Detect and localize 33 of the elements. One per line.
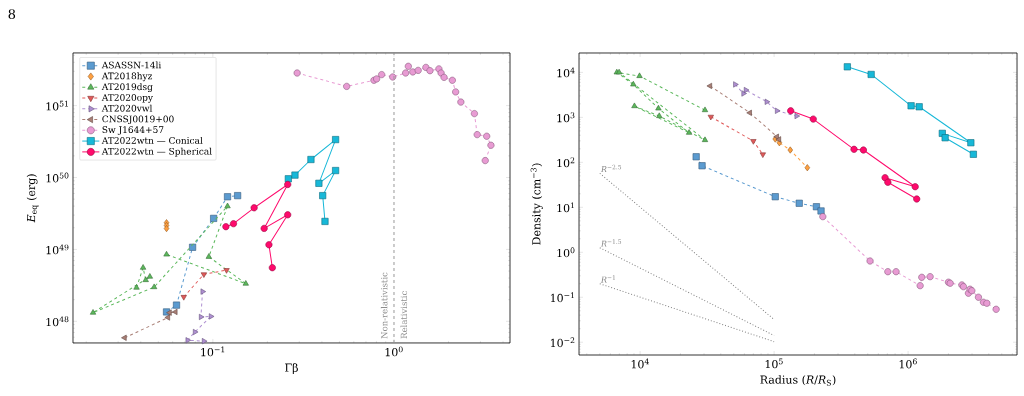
y-axis-title: Density (cm$^{−3}$): [530, 163, 543, 245]
y-tick-label: 10$^{−1}$: [550, 292, 574, 303]
legend-label: AT2018hyz: [101, 72, 153, 82]
y-tick-label: 10$^{51}$: [46, 100, 68, 111]
y-tick-label: 10$^{−2}$: [550, 337, 575, 348]
x-axis-title: Γβ: [285, 363, 298, 374]
annotation: Relativistic: [400, 291, 408, 339]
legend-label: ASASSN-14li: [101, 61, 162, 69]
y-tick-label: 10$^{3}$: [557, 112, 575, 123]
legend-label: AT2022wtn — Spherical: [101, 147, 212, 157]
x-tick-label: 10$^{4}$: [631, 358, 649, 369]
x-tick-label: 10$^{6}$: [899, 358, 917, 369]
x-tick-label: 10$^{5}$: [765, 358, 783, 369]
y-tick-label: 10$^{1}$: [557, 202, 574, 213]
annotation: Non-relativistic: [380, 272, 388, 339]
series-label: R$^{−1.5}$: [600, 239, 622, 247]
legend-label: AT2020opy: [101, 94, 153, 103]
legend-label: AT2019dsg: [101, 83, 153, 93]
legend-label: AT2020vwl: [101, 104, 153, 112]
text: 8: [8, 9, 16, 19]
x-axis-title: Radius (R/R$_{S}$): [760, 375, 836, 386]
legend-label: Sw J1644+57: [102, 126, 164, 135]
legend-label: AT2022wtn — Conical: [101, 136, 203, 144]
y-tick-label: 10$^{2}$: [557, 157, 575, 168]
y-tick-label: 10$^{50}$: [46, 172, 69, 183]
legend-label: CNSSJ0019+00: [102, 115, 174, 125]
y-tick-label: 10$^{48}$: [46, 316, 69, 327]
y-tick-label: 10$^{4}$: [557, 67, 575, 78]
y-axis-title: E$_{eq}$ (erg): [26, 174, 39, 223]
y-tick-label: 10$^{49}$: [46, 244, 69, 255]
series-label: R$^{−1}$: [600, 275, 615, 283]
series-label: R$^{−2.5}$: [600, 164, 622, 173]
y-tick-label: 10$^{0}$: [557, 247, 575, 258]
